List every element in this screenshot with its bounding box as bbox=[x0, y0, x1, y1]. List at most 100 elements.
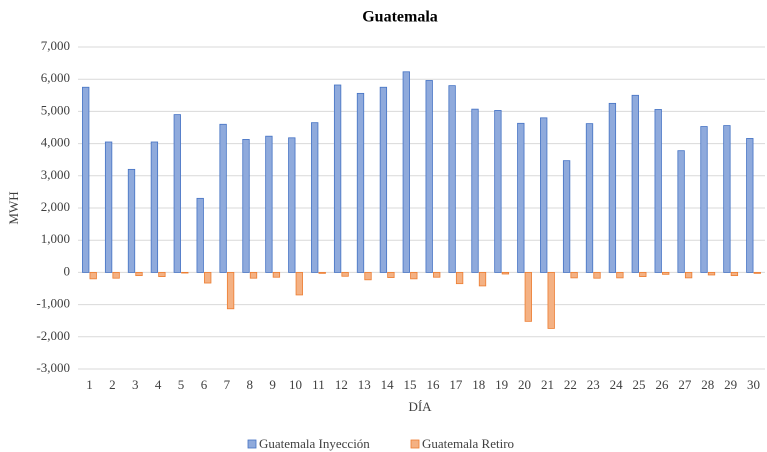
x-axis-title: DÍA bbox=[408, 399, 432, 414]
bar bbox=[364, 271, 372, 281]
bar bbox=[226, 271, 235, 310]
legend-label: Guatemala Retiro bbox=[422, 436, 514, 451]
bar bbox=[677, 150, 685, 273]
bar bbox=[82, 86, 90, 273]
bar bbox=[570, 271, 578, 279]
x-tick-label: 4 bbox=[155, 377, 162, 392]
chart-title: Guatemala bbox=[362, 9, 438, 26]
x-tick-label: 27 bbox=[678, 377, 692, 392]
bar bbox=[471, 108, 479, 273]
x-tick-label: 26 bbox=[655, 377, 669, 392]
legend-label: Guatemala Inyección bbox=[259, 436, 370, 451]
bar bbox=[501, 271, 510, 275]
x-tick-label: 3 bbox=[132, 377, 139, 392]
y-tick-label: 0 bbox=[64, 263, 71, 278]
x-tick-label: 10 bbox=[289, 377, 302, 392]
bar bbox=[478, 271, 487, 287]
x-tick-label: 5 bbox=[178, 377, 185, 392]
bar bbox=[402, 71, 410, 273]
y-tick-label: 6,000 bbox=[41, 70, 70, 85]
bar bbox=[333, 84, 342, 273]
bar bbox=[127, 168, 136, 273]
bar bbox=[89, 271, 97, 280]
bar bbox=[272, 271, 281, 278]
x-tick-label: 1 bbox=[86, 377, 93, 392]
x-tick-label: 7 bbox=[224, 377, 231, 392]
bar bbox=[204, 271, 212, 284]
bar bbox=[700, 126, 708, 273]
y-tick-label: 3,000 bbox=[41, 167, 70, 182]
bar bbox=[410, 271, 418, 280]
bar bbox=[524, 271, 532, 322]
y-tick-label: 2,000 bbox=[41, 199, 70, 214]
x-tick-label: 20 bbox=[518, 377, 531, 392]
bar bbox=[265, 135, 273, 273]
x-tick-label: 22 bbox=[564, 377, 577, 392]
bar bbox=[540, 117, 548, 273]
x-tick-label: 12 bbox=[335, 377, 348, 392]
y-axis-title: MWH bbox=[6, 191, 21, 224]
y-tick-label: 5,000 bbox=[41, 102, 70, 117]
x-tick-label: 25 bbox=[633, 377, 646, 392]
y-tick-label: 1,000 bbox=[41, 231, 70, 246]
bar bbox=[219, 123, 227, 273]
bar bbox=[662, 271, 670, 275]
bar bbox=[631, 94, 639, 273]
bar bbox=[242, 139, 250, 273]
x-tick-label: 23 bbox=[587, 377, 600, 392]
bar bbox=[746, 138, 754, 273]
bar bbox=[173, 114, 181, 273]
bar bbox=[616, 271, 624, 279]
x-tick-label: 11 bbox=[312, 377, 325, 392]
x-tick-label: 13 bbox=[358, 377, 371, 392]
x-tick-label: 9 bbox=[269, 377, 276, 392]
x-tick-label: 24 bbox=[610, 377, 624, 392]
x-tick-label: 30 bbox=[747, 377, 760, 392]
bar bbox=[181, 271, 189, 274]
x-tick-label: 18 bbox=[472, 377, 485, 392]
bar bbox=[608, 102, 617, 273]
bar bbox=[517, 122, 525, 273]
bar bbox=[387, 271, 395, 278]
bar bbox=[249, 271, 258, 279]
y-tick-label: -2,000 bbox=[36, 328, 70, 343]
bar bbox=[433, 271, 441, 278]
bar bbox=[753, 271, 761, 274]
bar bbox=[311, 122, 319, 273]
x-tick-label: 19 bbox=[495, 377, 508, 392]
bar bbox=[585, 123, 594, 273]
bar bbox=[356, 92, 365, 273]
bar bbox=[593, 271, 601, 279]
bar bbox=[654, 109, 662, 273]
x-tick-label: 28 bbox=[701, 377, 714, 392]
bar bbox=[684, 271, 693, 279]
bar bbox=[494, 110, 502, 273]
bar bbox=[158, 271, 166, 277]
x-tick-label: 29 bbox=[724, 377, 737, 392]
bar bbox=[455, 271, 464, 285]
bar bbox=[288, 137, 296, 273]
bar bbox=[135, 271, 143, 277]
legend-swatch bbox=[247, 439, 257, 449]
x-tick-label: 6 bbox=[201, 377, 208, 392]
y-tick-label: 7,000 bbox=[41, 38, 70, 53]
bar bbox=[547, 271, 555, 329]
x-tick-label: 14 bbox=[381, 377, 395, 392]
x-tick-label: 8 bbox=[247, 377, 254, 392]
y-tick-label: -3,000 bbox=[36, 360, 70, 375]
y-tick-label: -1,000 bbox=[36, 296, 70, 311]
bar bbox=[562, 160, 571, 273]
x-tick-label: 21 bbox=[541, 377, 554, 392]
bar bbox=[723, 125, 731, 273]
bar bbox=[196, 197, 204, 273]
bar bbox=[104, 141, 113, 273]
bar bbox=[730, 271, 739, 277]
legend-swatch bbox=[410, 439, 420, 449]
bar bbox=[707, 271, 716, 276]
bar bbox=[112, 271, 120, 279]
bar bbox=[150, 141, 159, 273]
bar bbox=[425, 80, 433, 273]
x-tick-label: 2 bbox=[109, 377, 116, 392]
x-tick-label: 16 bbox=[426, 377, 440, 392]
